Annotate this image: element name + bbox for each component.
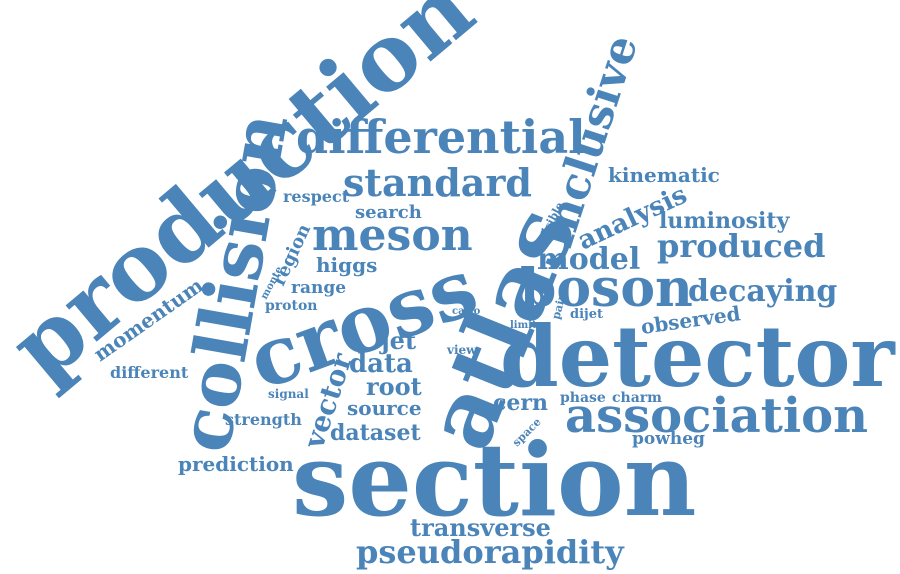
word-cern: cern: [493, 390, 548, 416]
word-prediction: prediction: [178, 452, 294, 476]
word-detector: detector: [500, 307, 896, 406]
word-charm: charm: [612, 390, 662, 406]
word-standard: standard: [343, 160, 532, 205]
word-boson: boson: [520, 258, 693, 319]
word-respect: respect: [283, 187, 350, 206]
word-pseudorapidity: pseudorapidity: [356, 533, 625, 571]
word-decaying: decaying: [688, 274, 837, 309]
word-strength: strength: [225, 410, 302, 429]
word-section: section: [292, 421, 696, 539]
word-transverse: transverse: [410, 513, 551, 542]
word-association: association: [565, 388, 868, 444]
word-luminosity: luminosity: [659, 208, 791, 234]
word-pair: pair: [549, 293, 568, 321]
word-powheg: powheg: [632, 429, 705, 449]
word-data: data: [349, 349, 413, 379]
word-jet: jet: [379, 326, 416, 355]
word-carlo: carlo: [452, 306, 481, 317]
word-source: source: [347, 396, 422, 420]
word-proton: proton: [265, 298, 318, 314]
word-higgs: higgs: [316, 253, 377, 277]
word-dataset: dataset: [330, 420, 421, 446]
word-differential: differential: [296, 110, 586, 164]
word-limit: limit: [510, 320, 537, 331]
word-signal: signal: [268, 387, 309, 401]
word-meson: meson: [312, 210, 473, 261]
word-range: range: [291, 278, 346, 298]
word-produced: produced: [657, 227, 825, 265]
word-model: model: [537, 242, 640, 277]
word-root: root: [366, 372, 422, 401]
word-phase: phase: [560, 390, 606, 406]
word-search: search: [355, 202, 422, 223]
word-different: different: [110, 363, 189, 382]
word-kinematic: kinematic: [608, 163, 720, 187]
word-view: view: [446, 343, 477, 357]
word-dijet: dijet: [570, 307, 603, 322]
